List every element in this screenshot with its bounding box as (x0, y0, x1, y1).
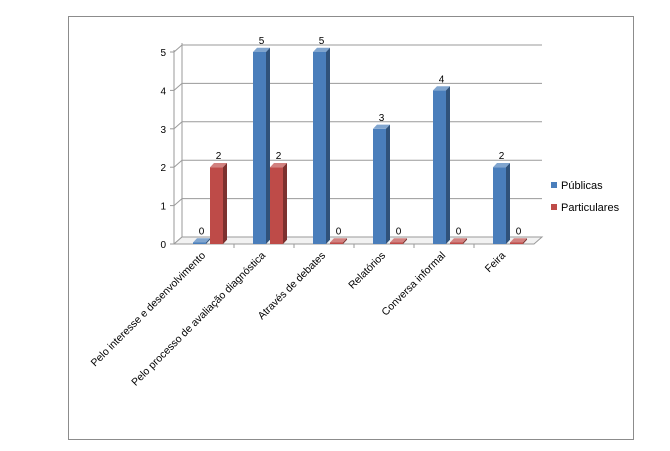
bar-top (313, 47, 330, 52)
bar-top (373, 124, 390, 129)
data-label: 3 (379, 113, 385, 124)
bar-side (506, 163, 510, 244)
y-tick-label: 4 (160, 86, 166, 97)
bar-side (343, 238, 347, 244)
legend-swatch (551, 204, 557, 210)
data-label: 5 (259, 36, 265, 47)
x-tick-label: Através de debates (256, 250, 328, 322)
bar-side (446, 86, 450, 244)
data-label: 0 (456, 227, 462, 238)
data-label: 0 (336, 227, 342, 238)
bar-top (510, 238, 527, 243)
gridline-depth (173, 44, 183, 53)
y-tick-label: 0 (160, 240, 166, 251)
legend-swatch (551, 182, 557, 188)
bar-0-2 (313, 52, 326, 244)
x-tick-label: Pelo processo de avaliação diagnóstica (129, 250, 268, 389)
gridline-depth (173, 198, 183, 206)
chart-frame (68, 16, 634, 440)
bar-top (330, 238, 347, 243)
bar-top (210, 163, 227, 168)
x-tick-label: Feira (483, 250, 509, 276)
chart-floor (172, 236, 544, 245)
legend-label: Particulares (561, 202, 620, 214)
bar-1-1 (270, 167, 283, 244)
bar-top (270, 163, 287, 168)
data-label: 5 (319, 36, 325, 47)
bar-1-0 (210, 167, 223, 244)
bar-1-3 (390, 242, 403, 244)
data-label: 2 (499, 151, 505, 162)
bar-side (523, 238, 527, 244)
data-label: 2 (276, 151, 282, 162)
x-tick-label: Conversa informal (379, 250, 448, 319)
bar-top (433, 86, 450, 91)
bar-0-1 (253, 52, 266, 244)
bar-side (206, 238, 210, 244)
data-label: 0 (516, 227, 522, 238)
bar-top (493, 163, 510, 168)
bar-side (266, 47, 270, 244)
gridline-depth (173, 83, 183, 91)
x-tick-label: Relatórios (346, 250, 388, 292)
data-label: 0 (199, 227, 205, 238)
y-tick-label: 3 (160, 125, 166, 136)
bar-1-4 (450, 242, 463, 244)
y-tick-label: 2 (160, 163, 166, 174)
legend-label: Públicas (561, 180, 603, 192)
bar-side (403, 238, 407, 244)
bar-0-4 (433, 90, 446, 245)
data-label: 4 (439, 74, 445, 85)
gridline-depth (173, 159, 183, 168)
bar-top (390, 238, 407, 243)
x-tick-label: Pelo interesse e desenvolvimento (89, 250, 209, 370)
bar-side (326, 47, 330, 244)
bar-side (283, 163, 287, 244)
bar-top (450, 238, 467, 243)
bar-top (193, 238, 210, 243)
bar-side (223, 163, 227, 244)
y-tick-label: 1 (160, 202, 166, 213)
bar-0-3 (373, 128, 386, 244)
y-tick-label: 5 (160, 48, 166, 59)
data-label: 2 (216, 151, 222, 162)
bar-side (386, 124, 390, 244)
data-label: 0 (396, 227, 402, 238)
bar-1-2 (330, 242, 343, 244)
bar-0-5 (493, 167, 506, 244)
bar-top (253, 47, 270, 52)
bar-0-0 (193, 242, 206, 244)
bar-1-5 (510, 242, 523, 244)
bar-side (463, 238, 467, 244)
gridline-depth (173, 121, 183, 130)
